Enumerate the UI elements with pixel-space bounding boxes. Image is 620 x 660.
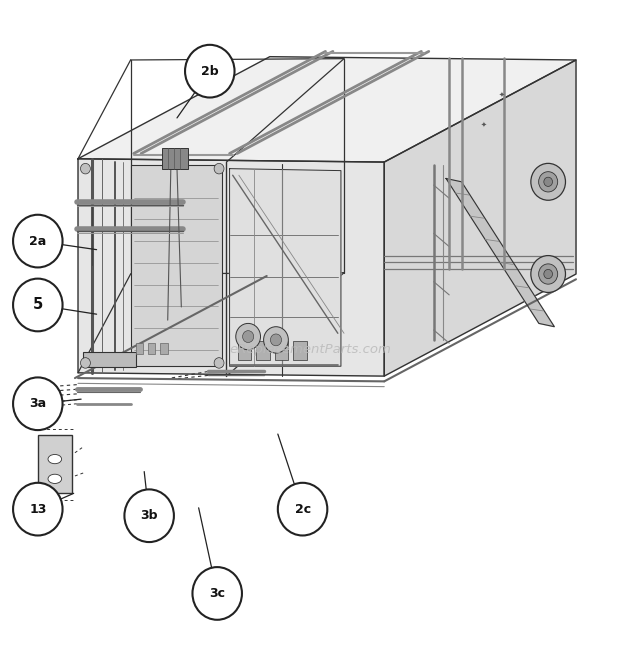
Bar [148, 343, 156, 354]
Circle shape [264, 327, 288, 353]
Polygon shape [78, 159, 384, 376]
Circle shape [192, 567, 242, 620]
Circle shape [13, 483, 63, 535]
Bar [237, 341, 251, 360]
Circle shape [242, 331, 254, 343]
FancyBboxPatch shape [83, 352, 136, 367]
Bar [161, 343, 168, 354]
Text: 2a: 2a [29, 234, 46, 248]
Bar [256, 341, 270, 360]
Text: 3b: 3b [140, 510, 158, 522]
Polygon shape [78, 57, 576, 162]
Circle shape [185, 45, 234, 98]
Circle shape [214, 164, 224, 174]
Text: eReplacementParts.com: eReplacementParts.com [229, 343, 391, 356]
Polygon shape [229, 169, 341, 366]
Circle shape [125, 489, 174, 542]
Circle shape [13, 214, 63, 267]
Circle shape [544, 269, 552, 279]
FancyBboxPatch shape [131, 166, 221, 366]
Text: 3c: 3c [209, 587, 225, 600]
Circle shape [13, 279, 63, 331]
Circle shape [539, 172, 558, 192]
Circle shape [81, 358, 91, 368]
Bar [275, 341, 288, 360]
Text: ✦: ✦ [499, 91, 505, 97]
Text: 2c: 2c [294, 503, 311, 515]
Circle shape [81, 164, 91, 174]
Text: 13: 13 [29, 503, 46, 515]
Text: ✦: ✦ [480, 121, 486, 127]
Circle shape [531, 255, 565, 292]
FancyBboxPatch shape [162, 148, 187, 169]
Circle shape [236, 323, 260, 350]
Bar [293, 341, 307, 360]
Circle shape [214, 358, 224, 368]
Polygon shape [446, 178, 554, 327]
Circle shape [13, 378, 63, 430]
Circle shape [539, 264, 558, 284]
Ellipse shape [48, 455, 61, 464]
Circle shape [270, 334, 281, 346]
Ellipse shape [48, 475, 61, 484]
Text: 2b: 2b [201, 65, 219, 78]
Circle shape [544, 177, 552, 186]
FancyBboxPatch shape [38, 436, 72, 493]
Bar [136, 343, 143, 354]
Text: 3a: 3a [29, 397, 46, 411]
Circle shape [531, 164, 565, 200]
Text: 5: 5 [33, 298, 43, 312]
Polygon shape [384, 60, 576, 376]
Circle shape [278, 483, 327, 535]
